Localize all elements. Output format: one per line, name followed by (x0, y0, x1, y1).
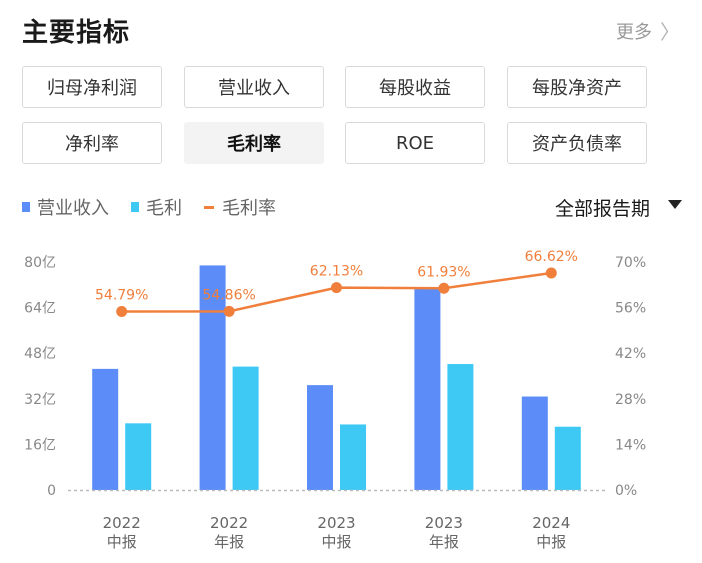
x-tick-label-period: 年报 (214, 533, 244, 551)
bar-gross-profit (554, 426, 581, 490)
y-right-tick-label: 70% (615, 255, 646, 271)
bar-revenue (199, 265, 226, 490)
tab-gross-margin[interactable]: 毛利率 (184, 122, 324, 164)
y-right-tick-label: 14% (615, 437, 646, 453)
bar-revenue (521, 396, 548, 490)
bar-gross-profit (125, 423, 152, 490)
x-tick-label-year: 2023 (425, 514, 463, 532)
data-label-gross-margin: 62.13% (310, 264, 363, 280)
point-gross-margin (545, 267, 557, 279)
y-right-tick-label: 42% (615, 346, 646, 362)
legend-swatch-gross-margin (204, 205, 214, 209)
bar-revenue (414, 287, 441, 490)
section-title: 主要指标 (22, 18, 131, 48)
data-label-gross-margin: 54.86% (202, 287, 255, 303)
y-right-tick-label: 28% (615, 392, 646, 408)
legend-item-revenue: 营业收入 (22, 194, 109, 220)
bar-gross-profit (340, 424, 366, 490)
point-gross-margin (438, 282, 450, 294)
y-left-tick-label: 80亿 (24, 255, 56, 271)
legend-label: 毛利 (146, 198, 182, 219)
y-left-tick-label: 64亿 (24, 301, 56, 317)
bar-gross-profit (232, 366, 259, 490)
point-gross-margin (116, 306, 128, 318)
tab-roe[interactable]: ROE (345, 122, 485, 164)
section-header: 主要指标 更多 〉 (22, 12, 680, 52)
x-tick-label-year: 2023 (317, 514, 355, 532)
tab-revenue[interactable]: 营业收入 (184, 66, 324, 108)
bar-gross-profit (447, 364, 474, 490)
point-gross-margin (223, 305, 235, 317)
chevron-right-icon: 〉 (660, 20, 680, 44)
x-tick-label-period: 中报 (321, 533, 351, 551)
legend-swatch-revenue (22, 202, 30, 212)
more-link[interactable]: 更多 〉 (616, 16, 680, 45)
data-label-gross-margin: 61.93% (417, 264, 470, 280)
data-label-gross-margin: 66.62% (525, 249, 578, 265)
legend-swatch-gross-profit (131, 202, 139, 212)
legend-item-gross-profit: 毛利 (131, 194, 182, 220)
y-left-tick-label: 16亿 (24, 437, 56, 453)
combo-chart: 016亿32亿48亿64亿80亿0%14%28%42%56%70%2022中报2… (24, 249, 646, 551)
period-label: 全部报告期 (554, 198, 650, 220)
data-label-gross-margin: 54.79% (95, 288, 148, 304)
bar-revenue (92, 368, 119, 490)
tab-net-profit-attributable[interactable]: 归母净利润 (22, 66, 162, 108)
more-label: 更多 (616, 21, 652, 43)
x-tick-label-period: 中报 (536, 533, 566, 551)
chart-legend: 营业收入 毛利 毛利率 (22, 195, 298, 219)
y-left-tick-label: 48亿 (24, 346, 56, 362)
y-right-tick-label: 0% (615, 483, 637, 499)
legend-label: 毛利率 (222, 198, 276, 219)
x-tick-label-year: 2022 (210, 514, 248, 532)
x-tick-label-year: 2024 (532, 514, 570, 532)
bar-revenue (307, 385, 333, 490)
y-left-tick-label: 0 (47, 483, 56, 499)
y-left-tick-label: 32亿 (24, 392, 56, 408)
x-tick-label-year: 2022 (103, 514, 141, 532)
legend-item-gross-margin: 毛利率 (204, 194, 276, 220)
x-tick-label-period: 年报 (429, 533, 459, 551)
tab-debt-ratio[interactable]: 资产负债率 (507, 122, 647, 164)
tab-net-margin[interactable]: 净利率 (22, 122, 162, 164)
y-right-tick-label: 56% (615, 301, 646, 317)
point-gross-margin (331, 282, 342, 294)
tab-eps[interactable]: 每股收益 (345, 66, 485, 108)
legend-label: 营业收入 (37, 198, 109, 219)
caret-down-icon (668, 200, 682, 209)
period-dropdown[interactable]: 全部报告期 (554, 194, 682, 221)
tab-bvps[interactable]: 每股净资产 (507, 66, 647, 108)
x-tick-label-period: 中报 (107, 533, 137, 551)
